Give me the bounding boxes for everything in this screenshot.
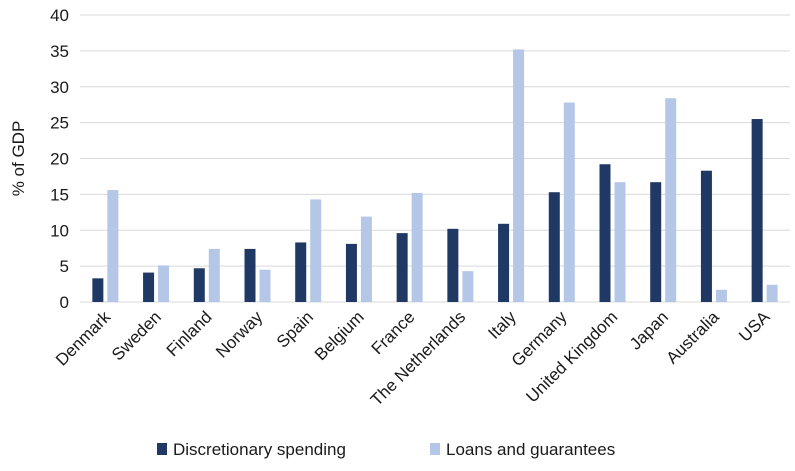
bar-loans-and-guarantees bbox=[259, 269, 271, 302]
bar-discretionary-spending bbox=[498, 223, 510, 302]
bar-discretionary-spending bbox=[244, 248, 256, 302]
bars bbox=[92, 49, 778, 302]
legend-label: Loans and guarantees bbox=[446, 440, 615, 459]
legend-swatch bbox=[157, 443, 167, 455]
y-tick-label: 15 bbox=[50, 185, 69, 204]
y-tick-label: 5 bbox=[60, 257, 69, 276]
bar-loans-and-guarantees bbox=[715, 289, 727, 302]
y-tick-label: 10 bbox=[50, 221, 69, 240]
bar-discretionary-spending bbox=[143, 272, 155, 302]
x-tick-label: Norway bbox=[212, 307, 267, 362]
legend-swatch bbox=[430, 443, 440, 455]
bar-loans-and-guarantees bbox=[360, 216, 372, 302]
legend-label: Discretionary spending bbox=[173, 440, 346, 459]
y-tick-label: 20 bbox=[50, 150, 69, 169]
x-tick-label: Italy bbox=[484, 307, 520, 343]
x-tick-label: Belgium bbox=[311, 307, 368, 364]
x-tick-label: Japan bbox=[626, 307, 672, 353]
legend: Discretionary spending Loans and guarante… bbox=[157, 440, 615, 459]
bar-loans-and-guarantees bbox=[208, 248, 220, 302]
x-tick-label: USA bbox=[735, 307, 774, 346]
bar-discretionary-spending bbox=[650, 182, 662, 302]
bar-loans-and-guarantees bbox=[563, 102, 575, 302]
x-tick-label: The Netherlands bbox=[367, 307, 469, 409]
bar-loans-and-guarantees bbox=[665, 98, 677, 302]
y-axis-title: % of GDP bbox=[9, 121, 28, 197]
bar-loans-and-guarantees bbox=[614, 182, 626, 302]
y-tick-label: 0 bbox=[60, 293, 69, 312]
x-tick-label: Australia bbox=[663, 307, 724, 368]
bar-loans-and-guarantees bbox=[158, 265, 170, 302]
bar-discretionary-spending bbox=[396, 233, 408, 302]
x-tick-label: Spain bbox=[273, 307, 317, 351]
x-tick-label: Finland bbox=[163, 307, 216, 360]
bar-discretionary-spending bbox=[700, 170, 712, 302]
x-tick-label: Sweden bbox=[108, 307, 165, 364]
bar-discretionary-spending bbox=[193, 268, 205, 302]
bar-discretionary-spending bbox=[92, 278, 104, 302]
y-tick-labels: 0 5 10 15 20 25 30 35 40 bbox=[50, 6, 69, 312]
y-tick-label: 25 bbox=[50, 114, 69, 133]
y-tick-label: 40 bbox=[50, 6, 69, 25]
bar-discretionary-spending bbox=[599, 164, 611, 302]
bar-discretionary-spending bbox=[447, 228, 459, 302]
bar-loans-and-guarantees bbox=[411, 192, 423, 302]
y-tick-label: 30 bbox=[50, 78, 69, 97]
bar-loans-and-guarantees bbox=[513, 49, 525, 302]
bar-discretionary-spending bbox=[345, 243, 357, 302]
bar-discretionary-spending bbox=[548, 192, 560, 302]
bar-loans-and-guarantees bbox=[310, 199, 322, 302]
bar-loans-and-guarantees bbox=[766, 284, 778, 302]
gridlines bbox=[80, 14, 790, 303]
x-tick-label: Denmark bbox=[52, 307, 115, 370]
bar-loans-and-guarantees bbox=[107, 190, 119, 302]
bar-discretionary-spending bbox=[751, 119, 763, 302]
x-tick-label: United Kingdom bbox=[522, 307, 621, 406]
bar-loans-and-guarantees bbox=[462, 271, 474, 302]
x-tick-label: France bbox=[368, 307, 419, 358]
bar-discretionary-spending bbox=[295, 242, 307, 302]
y-tick-label: 35 bbox=[50, 42, 69, 61]
